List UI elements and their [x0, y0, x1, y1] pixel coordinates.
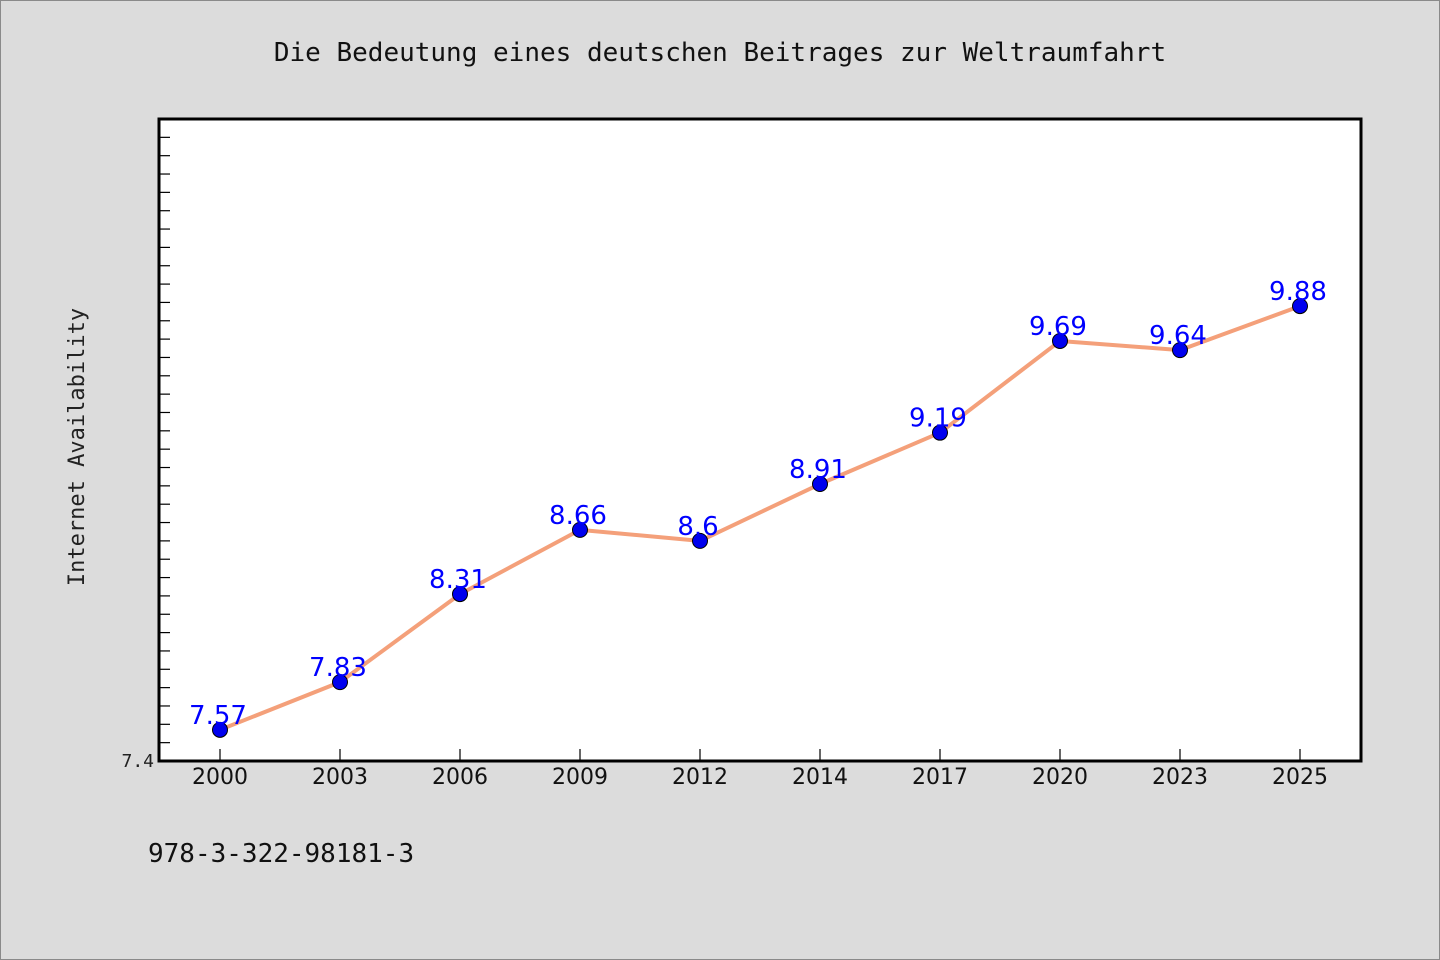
x-axis-ticks: 2000 2003 2006 2009 2012 2014 2017 2020 2023 2025	[192, 749, 1328, 790]
data-label: 9.88	[1269, 277, 1327, 307]
data-label: 8.6	[677, 512, 718, 542]
data-point	[692, 532, 708, 549]
x-tick-label: 2012	[672, 765, 728, 790]
data-point	[332, 674, 348, 691]
x-tick-label: 2014	[792, 765, 848, 790]
data-point	[452, 586, 468, 603]
data-point	[812, 476, 828, 493]
data-label: 9.69	[1029, 312, 1087, 342]
data-label: 8.66	[549, 501, 607, 531]
data-label: 8.31	[429, 565, 487, 595]
series-line	[219, 304, 1301, 732]
data-point	[1292, 298, 1308, 315]
data-point	[1172, 342, 1188, 359]
data-point	[572, 521, 588, 538]
data-point	[212, 721, 228, 738]
data-point	[932, 424, 948, 441]
x-tick-label: 2000	[192, 765, 248, 790]
data-label: 9.19	[909, 404, 967, 434]
data-label: 9.64	[1149, 321, 1207, 351]
y-axis-label: Internet Availability	[65, 308, 90, 586]
x-tick-label: 2006	[432, 765, 488, 790]
data-label: 7.57	[189, 701, 247, 731]
x-tick-label: 2025	[1272, 765, 1328, 790]
y-tick-label: 7.4	[121, 751, 154, 772]
data-label: 7.83	[309, 653, 367, 683]
x-tick-label: 2003	[312, 765, 368, 790]
plot-area	[157, 117, 1363, 763]
data-point	[1052, 332, 1068, 349]
y-axis-ticks: 7.4	[121, 136, 170, 772]
x-tick-label: 2009	[552, 765, 608, 790]
x-tick-label: 2023	[1152, 765, 1208, 790]
isbn-footer: 978-3-322-98181-3	[148, 839, 414, 869]
series-layer: 7.57 7.83 8.31 8.66 8.6 8.91 9.19 9.69 9.64 9.88	[189, 277, 1327, 738]
data-label: 8.91	[789, 455, 847, 485]
chart-title: Die Bedeutung eines deutschen Beitrages …	[274, 38, 1166, 68]
x-tick-label: 2020	[1032, 765, 1088, 790]
x-tick-label: 2017	[912, 765, 968, 790]
